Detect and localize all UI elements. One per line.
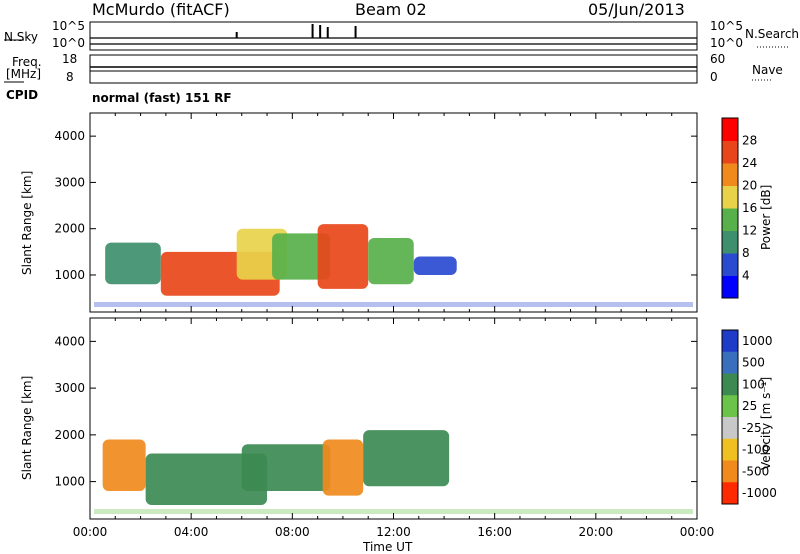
date-title: 05/Jun/2013 — [588, 0, 685, 19]
power-colorbar-cell — [722, 275, 738, 299]
power-ytick-label: 4000 — [54, 129, 85, 143]
velocity-colorbar-cell — [722, 417, 738, 440]
freq-unit-label: [MHz] — [6, 67, 42, 81]
nsky-bottom-tick: 10^0 — [52, 36, 85, 50]
velocity-ytick-label: 4000 — [54, 334, 85, 348]
velocity-colorbar-tick-label: -100 — [742, 443, 769, 457]
velocity-echo-region — [145, 453, 268, 505]
power-echo-region — [272, 233, 331, 280]
velocity-echo-region — [363, 430, 450, 487]
x-axis-label: Time UT — [363, 540, 413, 554]
nave-bottom-tick: 0 — [710, 70, 718, 84]
velocity-colorbar-cell — [722, 330, 738, 353]
x-tick-label: 04:00 — [174, 525, 209, 539]
velocity-colorbar-tick-label: 1000 — [742, 334, 773, 348]
velocity-echo-region — [322, 439, 364, 496]
power-ytick-label: 1000 — [54, 268, 85, 282]
nsearch-bottom-tick: 10^0 — [710, 36, 743, 50]
nsky-strip-frame — [89, 21, 698, 51]
x-tick-label: 08:00 — [275, 525, 310, 539]
freq-label: Freq. — [12, 55, 42, 69]
velocity-colorbar-cell — [722, 482, 738, 505]
velocity-colorbar-tick-label: -1000 — [742, 486, 777, 500]
power-colorbar-cell — [722, 185, 738, 209]
velocity-colorbar-cell — [722, 438, 738, 461]
power-echo-region — [105, 242, 161, 285]
x-tick-label: 00:00 — [680, 525, 715, 539]
power-colorbar-tick-label: 16 — [742, 201, 757, 215]
nave-label: Nave — [752, 63, 783, 77]
power-colorbar-cell — [722, 253, 738, 276]
power-ytick-label: 2000 — [54, 222, 85, 236]
power-colorbar-frame — [721, 117, 739, 299]
velocity-colorbar-cell — [722, 395, 738, 418]
power-colorbar-cell — [722, 118, 738, 141]
velocity-ground-scatter — [94, 509, 693, 514]
cpid-label: CPID — [6, 88, 39, 102]
power-colorbar-tick-label: 24 — [742, 156, 757, 170]
power-colorbar-tick-label: 28 — [742, 134, 757, 148]
x-tick-label: 16:00 — [477, 525, 512, 539]
velocity-colorbar-tick-label: 100 — [742, 377, 765, 391]
freq-top-tick: 18 — [62, 52, 78, 66]
velocity-colorbar-cell — [722, 460, 738, 483]
power-colorbar-cell — [722, 140, 738, 164]
velocity-colorbar-cell — [722, 373, 738, 396]
x-tick-label: 12:00 — [376, 525, 411, 539]
x-tick-label: 20:00 — [579, 525, 614, 539]
freq-strip-frame — [89, 54, 698, 84]
velocity-colorbar-tick-label: -25 — [742, 421, 762, 435]
freq-bottom-tick: 8 — [66, 70, 74, 84]
power-colorbar-tick-label: 8 — [742, 246, 750, 260]
velocity-echo-region — [241, 444, 331, 491]
nsearch-label: N.Search — [745, 27, 800, 41]
power-colorbar-cell — [722, 208, 738, 231]
x-tick-label: 00:00 — [73, 525, 108, 539]
station-title: McMurdo (fitACF) — [92, 0, 230, 19]
velocity-colorbar-tick-label: -500 — [742, 464, 769, 478]
velocity-colorbar-cell — [722, 351, 738, 374]
velocity-colorbar-frame — [721, 329, 739, 505]
velocity-colorbar-tick-label: 500 — [742, 356, 765, 370]
power-echo-region — [317, 224, 369, 289]
nave-top-tick: 60 — [710, 52, 726, 66]
power-colorbar-tick-label: 20 — [742, 179, 757, 193]
beam-title: Beam 02 — [355, 0, 427, 19]
velocity-ytick-label: 1000 — [54, 475, 85, 489]
velocity-ytick-label: 2000 — [54, 428, 85, 442]
velocity-colorbar-tick-label: 25 — [742, 399, 757, 413]
power-ytick-label: 3000 — [54, 175, 85, 189]
power-echo-region — [413, 256, 457, 275]
velocity-echo-region — [102, 439, 146, 491]
power-colorbar-tick-label: 4 — [742, 269, 750, 283]
power-colorbar-cell — [722, 230, 738, 254]
power-echo-region — [368, 237, 414, 285]
nsearch-top-tick: 10^5 — [710, 19, 743, 33]
velocity-ytick-label: 3000 — [54, 381, 85, 395]
power-colorbar-tick-label: 12 — [742, 224, 757, 238]
cpid-text: normal (fast) 151 RF — [92, 91, 232, 105]
nsky-top-tick: 10^5 — [52, 19, 85, 33]
power-ground-scatter — [94, 302, 693, 307]
power-colorbar-cell — [722, 163, 738, 186]
